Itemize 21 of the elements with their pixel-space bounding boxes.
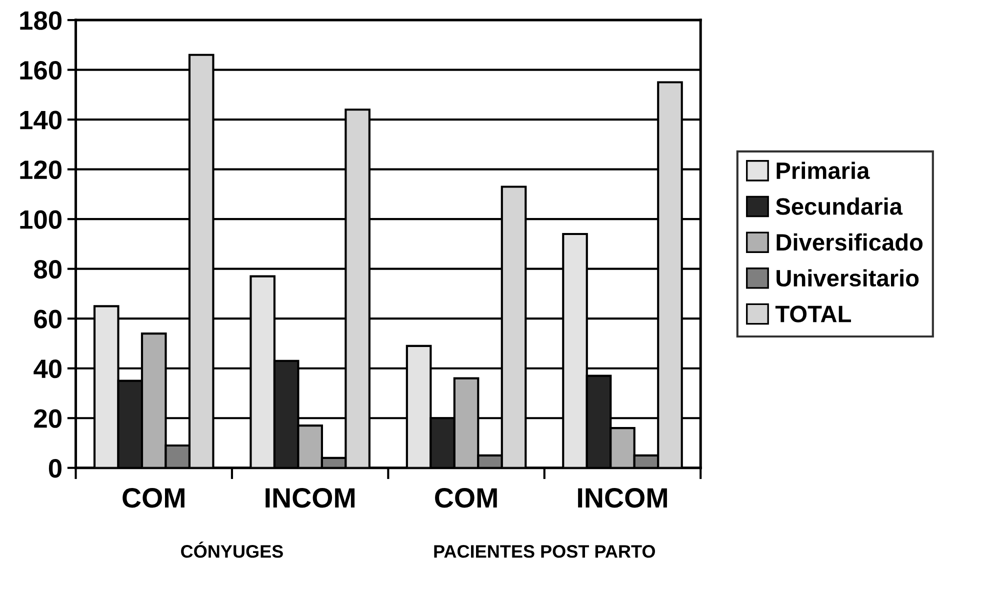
y-tick-label: 60 <box>34 310 62 328</box>
legend-label: TOTAL <box>775 306 851 322</box>
y-tick-label: 120 <box>20 160 62 180</box>
y-tick-label: 20 <box>34 409 62 428</box>
x-tick-label: INCOM <box>578 488 667 508</box>
y-tick-label: 140 <box>20 110 62 130</box>
y-tick-label: 160 <box>20 60 62 80</box>
y-tick-label: 0 <box>48 459 62 478</box>
legend-label: Primaria <box>776 162 870 180</box>
y-tick-label: 180 <box>20 11 62 30</box>
x-tick-label: COM <box>122 488 184 508</box>
legend-label: Universitario <box>776 269 919 287</box>
text: CÓNYUGES <box>181 542 283 558</box>
y-tick-label: 100 <box>20 210 62 229</box>
x-tick-label: COM <box>435 488 497 508</box>
legend-label: Diversificado <box>776 233 923 251</box>
legend-label: Secundaria <box>776 198 903 215</box>
x-tick-label: INCOM <box>266 488 355 508</box>
y-tick-label: 80 <box>34 260 62 279</box>
text: PACIENTES POST PARTO <box>434 545 656 558</box>
y-tick-label: 40 <box>34 359 62 378</box>
